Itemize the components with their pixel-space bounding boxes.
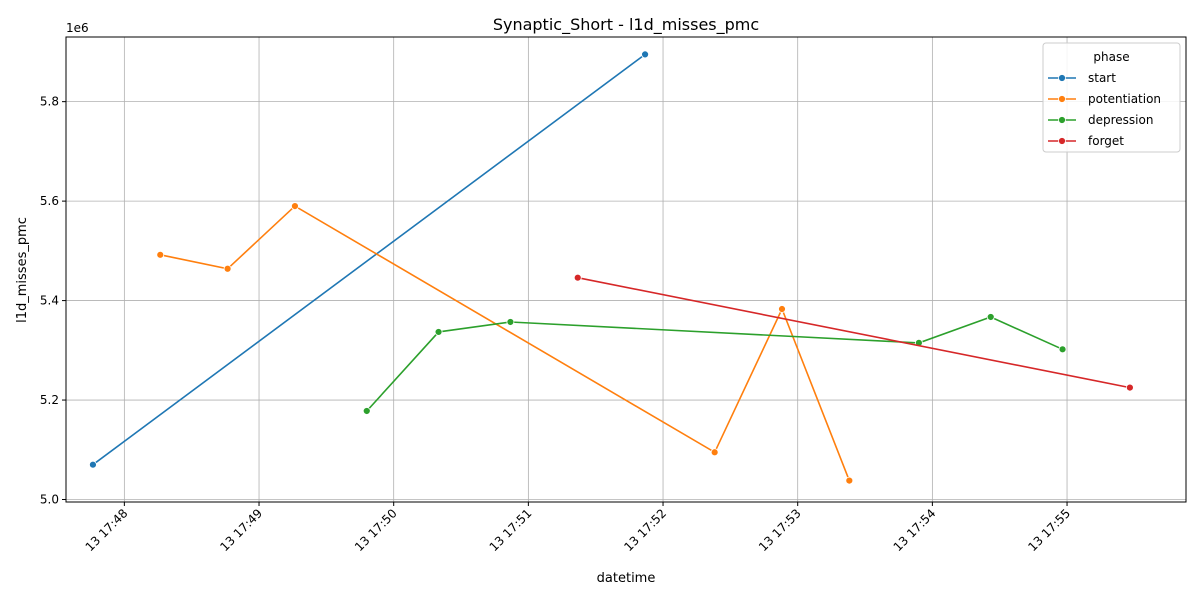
data-point-depression — [434, 328, 443, 336]
x-axis-label: datetime — [597, 571, 656, 586]
data-point-depression — [506, 318, 515, 326]
x-tick-label: 13 17:51 — [487, 506, 535, 554]
y-axis-ticks: 5.0 5.2 5.4 5.6 5.8 — [40, 95, 66, 507]
data-point-start — [641, 50, 649, 59]
legend-marker-depression — [1058, 116, 1066, 124]
data-point-depression — [362, 407, 371, 415]
data-point-start — [89, 460, 97, 469]
data-point-depression — [986, 313, 995, 321]
y-axis-offset-label: 1e6 — [66, 21, 89, 35]
series-line-forget — [577, 276, 1131, 389]
legend-label-potentiation: potentiation — [1088, 92, 1161, 106]
data-point-forget — [1125, 383, 1134, 392]
data-point-forget — [573, 273, 582, 282]
x-tick-label: 13 17:50 — [352, 506, 400, 554]
legend-marker-start — [1058, 74, 1066, 82]
y-axis-label: l1d_misses_pmc — [15, 217, 30, 323]
y-tick-label: 5.4 — [40, 294, 59, 308]
data-point-potentiation — [291, 202, 299, 210]
plot-area-frame — [65, 36, 1187, 503]
y-tick-label: 5.2 — [40, 393, 59, 407]
y-tick-label: 5.8 — [40, 95, 59, 109]
y-tick-label: 5.0 — [40, 493, 59, 507]
data-point-potentiation — [710, 448, 719, 457]
legend-label-forget: forget — [1088, 134, 1124, 148]
data-point-depression — [1058, 345, 1067, 354]
legend-marker-forget — [1058, 137, 1066, 145]
x-tick-label: 13 17:53 — [756, 506, 804, 554]
chart-title: Synaptic_Short - l1d_misses_pmc — [493, 15, 759, 35]
data-point-potentiation — [845, 476, 854, 485]
x-tick-label: 13 17:48 — [83, 506, 131, 554]
x-axis-ticks: 13 17:48 13 17:49 13 17:50 13 17:51 13 17:52… — [83, 502, 1073, 554]
series-line-start — [92, 53, 646, 466]
x-tick-label: 13 17:49 — [217, 506, 265, 554]
x-tick-label: 13 17:54 — [891, 506, 939, 554]
series-line-potentiation — [160, 205, 851, 481]
series-group — [89, 50, 1134, 485]
legend-box — [1042, 42, 1181, 153]
legend-marker-potentiation — [1058, 95, 1066, 103]
data-point-potentiation — [156, 250, 165, 259]
grid-lines — [66, 37, 1186, 502]
series-line-depression — [366, 316, 1063, 412]
x-tick-label: 13 17:52 — [621, 506, 669, 554]
legend-title: phase — [1093, 50, 1129, 64]
data-point-potentiation — [223, 264, 232, 273]
legend-label-depression: depression — [1088, 113, 1153, 127]
x-tick-label: 13 17:55 — [1025, 506, 1073, 554]
y-tick-label: 5.6 — [40, 194, 59, 208]
data-point-potentiation — [778, 305, 786, 313]
legend: phase start potentiation depression forget — [1042, 42, 1181, 153]
legend-label-start: start — [1088, 71, 1116, 85]
